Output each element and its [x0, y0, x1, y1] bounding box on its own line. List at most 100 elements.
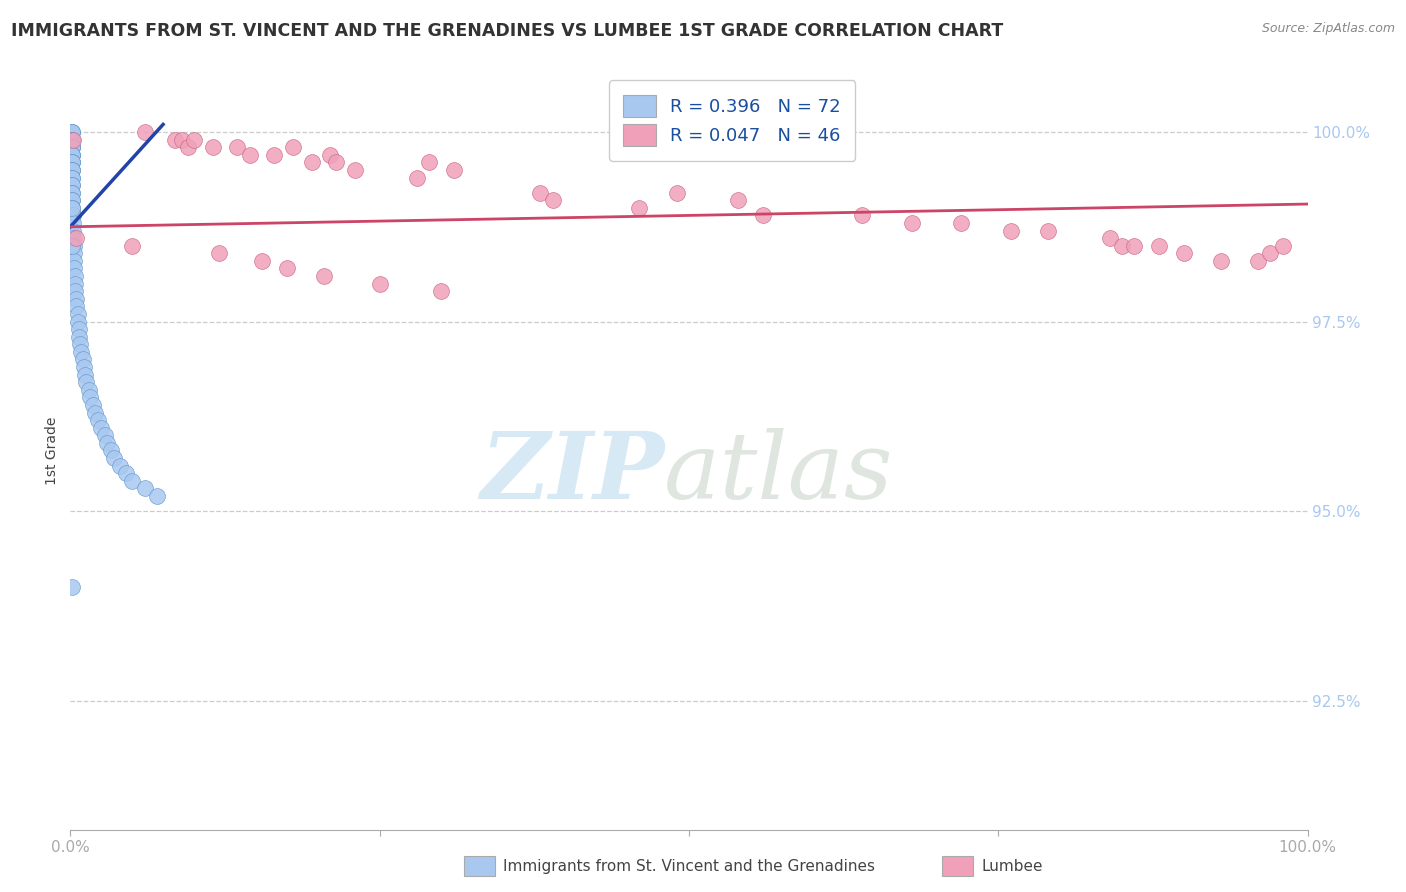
- Point: [63, 254, 86, 268]
- Point: [103, 451, 125, 466]
- Point: [301, 155, 323, 169]
- Point: [183, 133, 205, 147]
- Point: [121, 239, 143, 253]
- Point: [177, 140, 200, 154]
- Point: [62, 216, 84, 230]
- Point: [60, 155, 83, 169]
- Point: [60, 155, 83, 169]
- Point: [405, 170, 427, 185]
- Point: [100, 443, 122, 458]
- Point: [60, 125, 83, 139]
- Point: [134, 125, 156, 139]
- Point: [60, 148, 83, 162]
- Point: [900, 216, 922, 230]
- Point: [75, 376, 97, 390]
- Point: [851, 209, 873, 223]
- Point: [418, 155, 440, 169]
- Legend: R = 0.396   N = 72, R = 0.047   N = 46: R = 0.396 N = 72, R = 0.047 N = 46: [609, 80, 855, 161]
- Point: [60, 148, 83, 162]
- Point: [60, 178, 83, 193]
- Point: [226, 140, 249, 154]
- Point: [430, 285, 453, 299]
- Point: [60, 133, 83, 147]
- Point: [263, 148, 285, 162]
- Point: [63, 261, 86, 276]
- Point: [1147, 239, 1170, 253]
- Point: [60, 125, 83, 139]
- Text: atlas: atlas: [664, 428, 894, 518]
- Point: [239, 148, 262, 162]
- Point: [70, 345, 93, 359]
- Point: [60, 163, 83, 178]
- Point: [62, 209, 84, 223]
- Point: [62, 231, 84, 245]
- Point: [60, 201, 83, 215]
- Point: [1000, 224, 1022, 238]
- Point: [121, 474, 143, 488]
- Text: Immigrants from St. Vincent and the Grenadines: Immigrants from St. Vincent and the Gren…: [503, 859, 876, 873]
- Text: IMMIGRANTS FROM ST. VINCENT AND THE GRENADINES VS LUMBEE 1ST GRADE CORRELATION C: IMMIGRANTS FROM ST. VINCENT AND THE GREN…: [11, 22, 1004, 40]
- Point: [60, 148, 83, 162]
- Point: [60, 125, 83, 139]
- Point: [60, 140, 83, 154]
- Point: [281, 140, 304, 154]
- Point: [65, 269, 87, 284]
- Point: [368, 277, 391, 291]
- Point: [208, 246, 231, 260]
- Point: [165, 133, 187, 147]
- Point: [134, 482, 156, 496]
- Point: [1173, 246, 1195, 260]
- Point: [628, 201, 651, 215]
- Point: [69, 337, 91, 351]
- Point: [73, 360, 96, 375]
- Point: [75, 368, 97, 382]
- Point: [146, 489, 169, 503]
- Point: [60, 186, 83, 200]
- Point: [62, 133, 84, 147]
- Point: [541, 194, 564, 208]
- Point: [60, 140, 83, 154]
- Point: [250, 254, 273, 268]
- Point: [63, 246, 86, 260]
- Point: [60, 133, 83, 147]
- Point: [82, 398, 104, 412]
- Point: [67, 322, 90, 336]
- Point: [752, 209, 775, 223]
- Point: [84, 406, 107, 420]
- Point: [325, 155, 347, 169]
- Point: [62, 209, 84, 223]
- Point: [62, 224, 84, 238]
- Point: [60, 163, 83, 178]
- Point: [72, 352, 94, 367]
- Text: Lumbee: Lumbee: [981, 859, 1043, 873]
- Point: [63, 239, 86, 253]
- Point: [90, 421, 112, 435]
- Point: [1123, 239, 1146, 253]
- Point: [60, 178, 83, 193]
- Point: [1098, 231, 1121, 245]
- Point: [94, 428, 117, 442]
- Point: [60, 186, 83, 200]
- Point: [443, 163, 465, 178]
- Point: [1247, 254, 1270, 268]
- Point: [66, 315, 89, 329]
- Point: [1209, 254, 1232, 268]
- Point: [60, 140, 83, 154]
- Point: [60, 133, 83, 147]
- Point: [170, 133, 193, 147]
- Point: [65, 277, 87, 291]
- Y-axis label: 1st Grade: 1st Grade: [45, 417, 59, 484]
- Point: [65, 285, 87, 299]
- Point: [96, 436, 118, 450]
- Point: [79, 391, 101, 405]
- Point: [77, 383, 100, 397]
- Point: [60, 155, 83, 169]
- Point: [60, 201, 83, 215]
- Point: [1271, 239, 1294, 253]
- Point: [319, 148, 342, 162]
- Text: Source: ZipAtlas.com: Source: ZipAtlas.com: [1261, 22, 1395, 36]
- Point: [1260, 246, 1282, 260]
- Point: [115, 467, 138, 481]
- Point: [1036, 224, 1059, 238]
- Point: [60, 133, 83, 147]
